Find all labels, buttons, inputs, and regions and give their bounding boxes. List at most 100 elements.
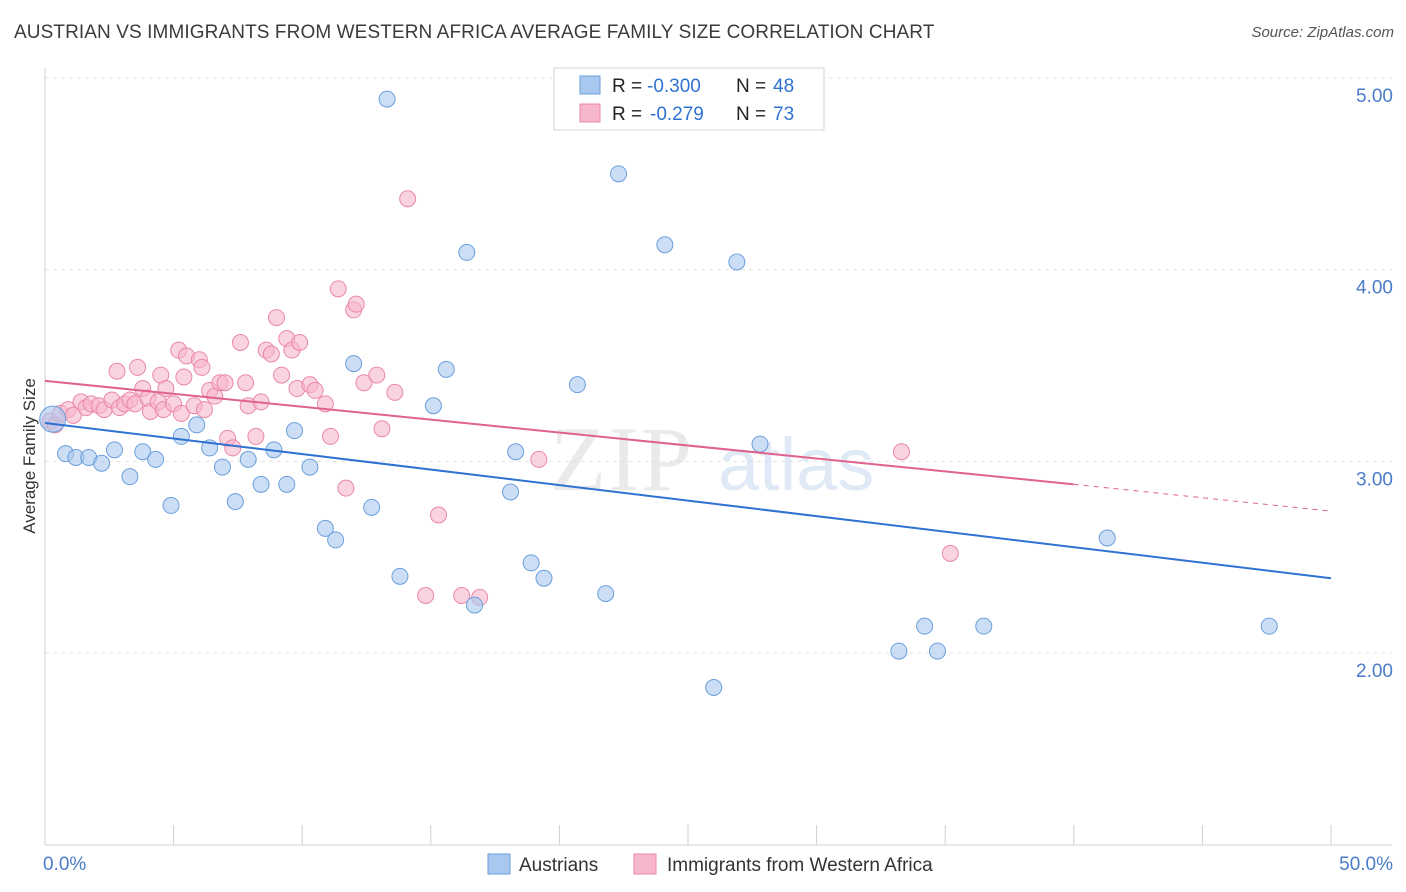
point-austrians-18 — [278, 475, 296, 493]
point-austrians-19 — [285, 422, 303, 440]
point-austrians-39 — [705, 679, 723, 696]
point-austrians-30 — [466, 596, 484, 614]
point-immigrants-61 — [368, 366, 386, 384]
point-immigrants-60 — [355, 374, 373, 392]
grid-lines — [45, 77, 1392, 654]
point-immigrants-62 — [373, 420, 391, 438]
point-austrians-16 — [252, 475, 270, 493]
tick-labels: 2.00 3.00 4.00 5.00 0.0% 50.0% — [43, 86, 1393, 875]
point-immigrants-70 — [892, 443, 910, 461]
point-austrians-4 — [93, 454, 111, 472]
point-immigrants-27 — [175, 368, 193, 386]
point-austrians-29 — [458, 243, 476, 261]
trend-line-immigrants — [44, 379, 1074, 486]
point-austrians-40 — [728, 253, 746, 271]
legend-bottom-swatch-immigrants — [633, 853, 657, 875]
legend-r-value-immigrants: -0.279 — [650, 104, 704, 125]
point-immigrants-47 — [273, 366, 291, 384]
point-austrians-44 — [928, 642, 946, 660]
source-credit: Source: ZipAtlas.com — [1251, 24, 1394, 41]
point-immigrants-38 — [224, 439, 242, 457]
legend-r-label-austrians: R = — [612, 76, 642, 97]
series-austrians-points — [39, 90, 1278, 696]
point-austrians-43 — [916, 617, 934, 635]
legend-series: Austrians Immigrants from Western Africa — [487, 853, 933, 876]
point-austrians-31 — [502, 483, 520, 501]
point-immigrants-11 — [108, 362, 126, 380]
point-immigrants-66 — [430, 506, 448, 524]
point-immigrants-46 — [267, 309, 285, 327]
point-austrians-14 — [226, 493, 244, 511]
y-tick-label-0: 2.00 — [1356, 661, 1393, 682]
legend-n-label-immigrants: N = — [736, 104, 766, 125]
point-immigrants-26 — [172, 404, 190, 422]
point-immigrants-39 — [231, 334, 249, 351]
y-tick-label-1: 3.00 — [1356, 469, 1393, 490]
point-austrians-20 — [301, 458, 319, 476]
point-austrians-6 — [121, 468, 139, 486]
legend-swatch-immigrants — [579, 103, 601, 123]
point-austrians-21 — [316, 519, 334, 537]
x-tick-label-start: 0.0% — [43, 854, 86, 875]
y-tick-label-2: 4.00 — [1356, 278, 1393, 299]
axes — [44, 68, 1392, 846]
point-austrians-35 — [568, 376, 586, 394]
point-austrians-22 — [327, 531, 345, 549]
point-austrians-9 — [162, 496, 180, 514]
series-immigrants-points — [41, 190, 959, 606]
y-tick-label-3: 5.00 — [1356, 86, 1393, 107]
point-austrians-28 — [437, 360, 455, 378]
point-austrians-0 — [39, 405, 67, 433]
point-austrians-23 — [345, 355, 363, 373]
point-austrians-13 — [213, 458, 231, 476]
point-immigrants-32 — [195, 401, 213, 419]
point-austrians-10 — [172, 427, 190, 445]
point-immigrants-51 — [291, 334, 309, 351]
point-austrians-24 — [363, 498, 381, 516]
point-immigrants-31 — [193, 358, 211, 376]
legend-bottom-label-immigrants: Immigrants from Western Africa — [667, 855, 933, 876]
point-immigrants-65 — [417, 587, 435, 604]
point-austrians-34 — [535, 569, 553, 587]
point-immigrants-42 — [247, 427, 265, 445]
legend-n-label-austrians: N = — [736, 76, 766, 97]
point-immigrants-63 — [386, 383, 404, 401]
legend-r-value-austrians: -0.300 — [647, 76, 701, 97]
point-immigrants-40 — [237, 374, 255, 392]
trend-line-immigrants-extension — [1073, 483, 1332, 512]
point-austrians-38 — [656, 236, 674, 254]
point-austrians-15 — [239, 450, 257, 468]
legend-bottom-swatch-austrians — [487, 853, 511, 875]
point-immigrants-56 — [329, 280, 347, 298]
legend-n-value-austrians: 48 — [773, 76, 794, 97]
point-immigrants-36 — [216, 374, 234, 392]
point-immigrants-71 — [941, 544, 959, 562]
chart-title: AUSTRIAN VS IMMIGRANTS FROM WESTERN AFRI… — [14, 22, 935, 43]
legend-r-label-immigrants: R = — [612, 104, 642, 125]
point-austrians-41 — [751, 435, 769, 453]
trend-lines — [44, 379, 1332, 580]
watermark-atlas: atlas — [718, 423, 874, 506]
point-austrians-45 — [975, 617, 993, 635]
point-austrians-26 — [391, 567, 409, 585]
point-immigrants-45 — [262, 345, 280, 363]
point-austrians-32 — [507, 443, 525, 461]
x-tick-label-end: 50.0% — [1339, 854, 1393, 875]
legend-n-value-immigrants: 73 — [773, 104, 794, 125]
point-immigrants-55 — [321, 427, 339, 445]
point-austrians-46 — [1098, 529, 1116, 547]
point-immigrants-64 — [399, 190, 417, 208]
point-austrians-37 — [610, 165, 628, 183]
point-austrians-7 — [134, 443, 152, 461]
legend-swatch-austrians — [579, 75, 601, 95]
point-austrians-47 — [1260, 617, 1278, 635]
point-austrians-42 — [890, 642, 908, 660]
point-austrians-5 — [105, 441, 123, 459]
trend-line-austrians — [44, 422, 1332, 580]
point-austrians-27 — [424, 397, 442, 415]
point-immigrants-69 — [530, 450, 548, 468]
point-immigrants-16 — [129, 358, 147, 376]
point-austrians-25 — [378, 90, 396, 108]
watermark: ZIP atlas — [550, 408, 874, 510]
